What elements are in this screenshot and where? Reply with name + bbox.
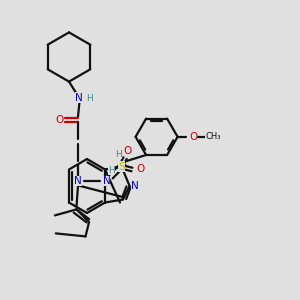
Text: N: N — [131, 181, 139, 191]
Text: S: S — [118, 161, 125, 172]
Text: O: O — [189, 132, 197, 142]
Text: H: H — [86, 94, 92, 103]
Text: H: H — [115, 150, 122, 159]
Text: O: O — [123, 146, 132, 156]
Text: N: N — [75, 92, 83, 103]
Text: N: N — [74, 176, 82, 186]
Text: N: N — [103, 176, 110, 186]
Text: H: H — [109, 166, 115, 175]
Text: CH₃: CH₃ — [205, 132, 221, 141]
Text: O: O — [55, 115, 64, 125]
Text: O: O — [136, 164, 145, 175]
